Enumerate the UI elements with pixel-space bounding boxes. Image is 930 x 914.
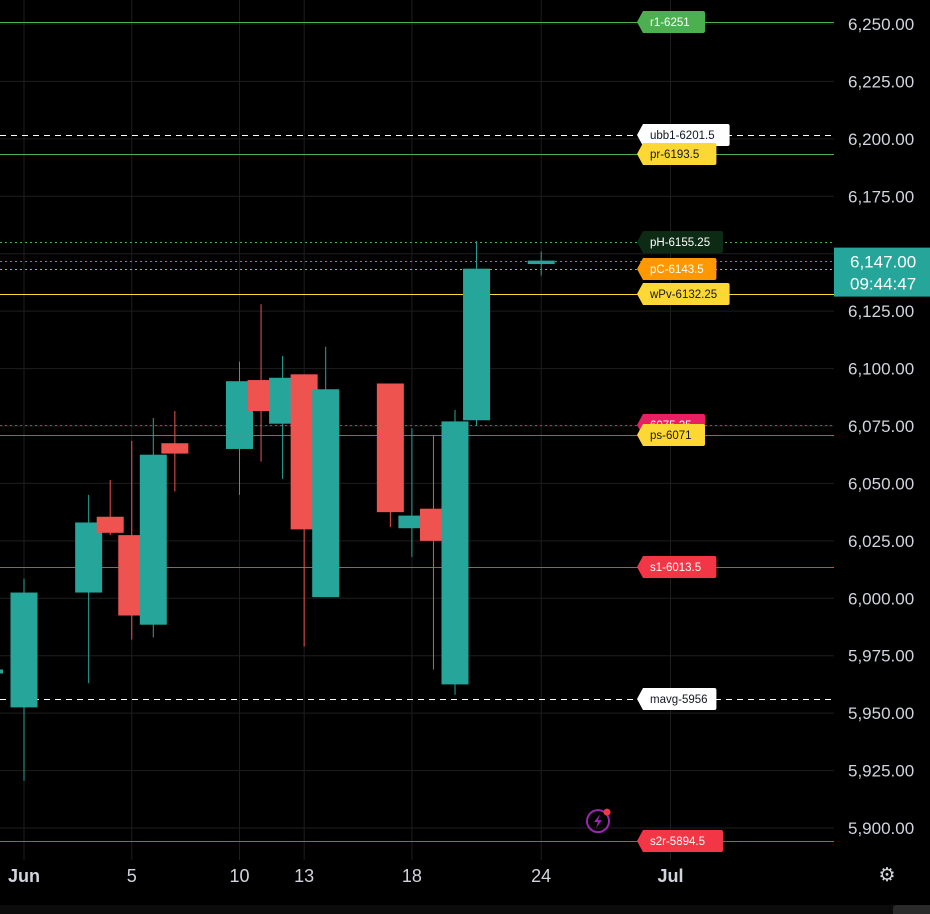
candle-body (463, 268, 491, 421)
level-tag-bg (637, 231, 723, 253)
time-axis[interactable]: Jun 5 10 13 18 24 Jul (8, 866, 684, 886)
level-tag-bg (637, 688, 717, 710)
candle-body (75, 522, 103, 593)
level-tag-text: ubb1-6201.5 (650, 130, 715, 142)
level-tag[interactable]: pH-6155.25 (637, 231, 723, 253)
price-tick-label: 6,075.00 (848, 417, 914, 436)
time-tick-label: 10 (229, 866, 249, 886)
level-tag-text: s2r-5894.5 (650, 836, 705, 848)
level-tag-text: wPv-6132.25 (649, 289, 717, 301)
candle-body (139, 454, 167, 625)
candle-body (10, 592, 38, 708)
candle[interactable] (376, 383, 404, 528)
candle-body (376, 383, 404, 513)
alert-dot (603, 808, 611, 816)
level-tag-bg (637, 124, 730, 146)
time-tick-label: 24 (531, 866, 551, 886)
gear-icon[interactable]: ⚙ (878, 864, 896, 886)
level-tag-bg (637, 143, 717, 165)
price-tick-label: 6,050.00 (848, 474, 914, 493)
level-tag[interactable]: mavg-5956 (637, 688, 717, 710)
level-tags: r1-6251 ubb1-6201.5 pr-6193.5 pH-6155.25 pC-… (637, 11, 730, 852)
level-tag[interactable]: ubb1-6201.5 (637, 124, 730, 146)
level-tag-text: pH-6155.25 (650, 237, 710, 249)
price-tick-label: 5,900.00 (848, 819, 914, 838)
bottom-scroll-track (0, 905, 930, 914)
price-tick-label: 6,100.00 (848, 360, 914, 379)
price-axis-bg (834, 0, 930, 860)
price-tick-label: 6,225.00 (848, 72, 914, 91)
time-tick-label: 18 (402, 866, 422, 886)
last-price-value: 6,147.00 (850, 253, 916, 272)
candle[interactable] (161, 411, 189, 492)
candle-body (398, 515, 426, 529)
price-axis[interactable]: 6,250.006,225.006,200.006,175.006,150.00… (834, 0, 930, 860)
price-tick-label: 6,025.00 (848, 532, 914, 551)
price-tick-label: 5,925.00 (848, 762, 914, 781)
level-tag-bg (637, 283, 730, 305)
price-tick-label: 6,200.00 (848, 130, 914, 149)
level-tag[interactable]: wPv-6132.25 (637, 283, 730, 305)
level-tag[interactable]: r1-6251 (637, 11, 705, 33)
candle[interactable] (527, 251, 555, 276)
lightning-icon-ring (586, 809, 610, 834)
candle[interactable] (10, 578, 38, 781)
candle-body-partial (0, 669, 3, 674)
candle-body (96, 516, 124, 533)
level-tag[interactable]: s1-6013.5 (637, 556, 717, 578)
level-tag-bg (637, 11, 705, 33)
candle[interactable] (96, 479, 124, 536)
price-tick-label: 6,250.00 (848, 15, 914, 34)
time-tick-label: Jul (657, 866, 683, 886)
candle[interactable] (463, 241, 491, 426)
level-tag-text: pC-6143.5 (650, 264, 704, 276)
candle[interactable] (75, 494, 103, 684)
level-tag[interactable]: ps-6071 (637, 424, 705, 446)
candle[interactable] (398, 428, 426, 557)
level-tag-text: r1-6251 (650, 17, 690, 29)
price-tick-label: 6,000.00 (848, 589, 914, 608)
price-tick-label: 6,125.00 (848, 302, 914, 321)
level-tag-text: pr-6193.5 (650, 149, 699, 161)
level-tag-bg (637, 424, 705, 446)
candle[interactable] (139, 417, 167, 638)
level-tag[interactable]: pr-6193.5 (637, 143, 717, 165)
candle[interactable] (312, 346, 340, 598)
candles-layer (0, 241, 555, 781)
candle-body (161, 443, 189, 454)
price-tick-label: 5,975.00 (848, 647, 914, 666)
lightning-icon[interactable] (586, 808, 611, 834)
candle[interactable] (441, 409, 469, 695)
time-tick-label: 13 (294, 866, 314, 886)
level-tag[interactable]: pC-6143.5 (637, 258, 717, 280)
lightning-bolt (594, 814, 602, 829)
level-tag-bg (637, 258, 717, 280)
price-tick-label: 5,950.00 (848, 704, 914, 723)
level-tag-text: ps-6071 (650, 430, 692, 442)
time-tick-label: 5 (127, 866, 137, 886)
level-tag-bg (637, 830, 723, 852)
price-tick-label: 6,175.00 (848, 187, 914, 206)
level-tag-bg (637, 556, 717, 578)
candle-body (441, 421, 469, 685)
last-price-countdown: 09:44:47 (850, 275, 916, 294)
level-tag-text: mavg-5956 (650, 694, 708, 706)
candle-body (527, 260, 555, 265)
level-tag-text: s1-6013.5 (650, 562, 701, 574)
scroll-thumb[interactable] (893, 905, 930, 914)
last-price-box (834, 247, 930, 297)
time-tick-label: Jun (8, 866, 40, 886)
candle-body (312, 389, 340, 598)
level-tag[interactable]: s2r-5894.5 (637, 830, 723, 852)
